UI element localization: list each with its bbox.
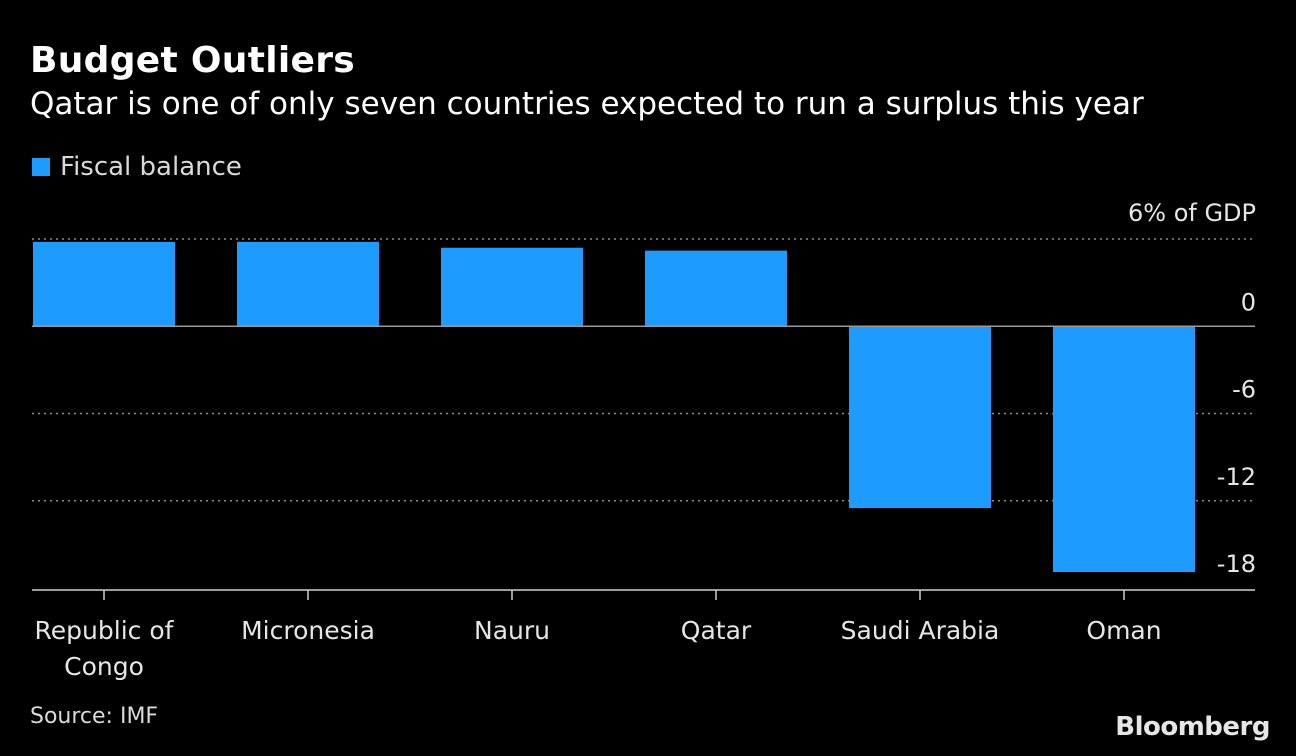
bars: [33, 241, 1195, 573]
x-tick-label: Republic of Congo: [35, 616, 175, 681]
x-tick-label: Oman: [1086, 616, 1161, 645]
x-tick-label: Micronesia: [241, 616, 375, 645]
x-tick-labels: Republic of Congo Micronesia Nauru Qatar Saud…: [35, 616, 1162, 681]
bar-qatar: [645, 250, 787, 327]
legend-swatch: [32, 158, 50, 176]
y-tick-label: -12: [1217, 463, 1256, 491]
source-note: Source: IMF: [30, 704, 159, 729]
bar-oman: [1053, 326, 1195, 573]
y-tick-label: -18: [1217, 550, 1256, 578]
y-tick-label: 0: [1241, 288, 1256, 316]
legend: Fiscal balance: [32, 152, 242, 182]
bar-nauru: [441, 247, 583, 327]
y-tick-labels: 6% of GDP 0 -6 -12 -18: [1128, 199, 1256, 578]
y-tick-label: -6: [1232, 376, 1256, 404]
x-tick-label: Qatar: [681, 616, 752, 645]
chart-title: Budget Outliers: [30, 40, 355, 81]
bar-republic-of-congo: [33, 241, 175, 327]
legend-label: Fiscal balance: [60, 152, 242, 182]
x-tick-label: Nauru: [474, 616, 550, 645]
bar-micronesia: [237, 241, 379, 327]
bloomberg-logo: Bloomberg: [1115, 712, 1270, 742]
y-tick-label: 6% of GDP: [1128, 199, 1256, 227]
chart-subtitle: Qatar is one of only seven countries exp…: [30, 86, 1144, 122]
bar-saudi-arabia: [849, 326, 991, 509]
x-tick-label: Saudi Arabia: [841, 616, 1000, 645]
axes: [32, 325, 1255, 600]
